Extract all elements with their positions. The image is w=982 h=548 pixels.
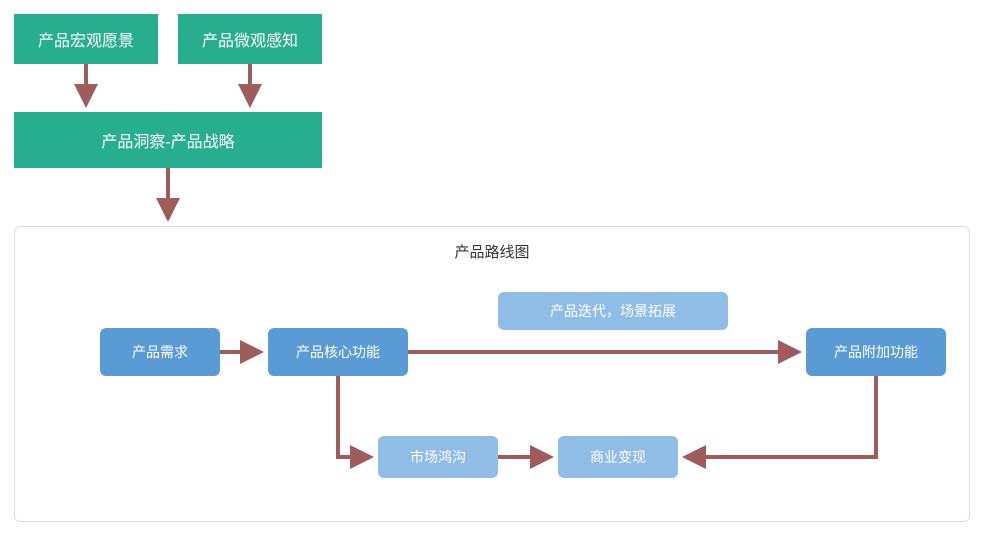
node-label: 产品微观感知 — [202, 27, 298, 51]
node-addon: 产品附加功能 — [806, 328, 946, 376]
node-micro: 产品微观感知 — [178, 14, 322, 64]
node-monetize: 商业变现 — [558, 436, 678, 478]
node-core: 产品核心功能 — [268, 328, 408, 376]
node-demand: 产品需求 — [100, 328, 220, 376]
container-title: 产品路线图 — [15, 241, 969, 262]
node-chasm: 市场鸿沟 — [378, 436, 498, 478]
node-insight: 产品洞察-产品战略 — [14, 112, 322, 168]
node-label: 市场鸿沟 — [410, 447, 466, 467]
node-label: 产品洞察-产品战略 — [101, 128, 234, 152]
node-iterate: 产品迭代，场景拓展 — [498, 292, 728, 330]
node-label: 产品需求 — [132, 342, 188, 362]
node-label: 产品迭代，场景拓展 — [550, 301, 676, 321]
node-label: 商业变现 — [590, 447, 646, 467]
node-label: 产品核心功能 — [296, 342, 380, 362]
node-label: 产品附加功能 — [834, 342, 918, 362]
node-macro: 产品宏观愿景 — [14, 14, 158, 64]
node-label: 产品宏观愿景 — [38, 27, 134, 51]
